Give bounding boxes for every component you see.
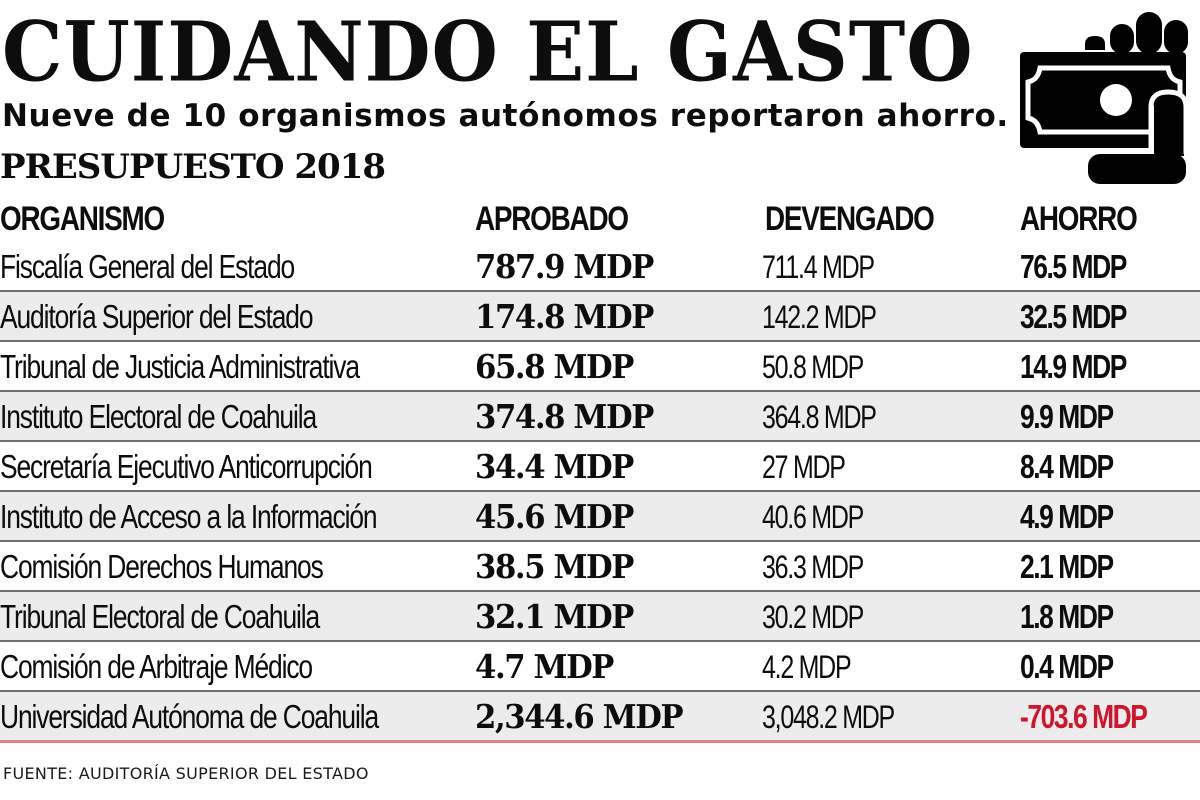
column-header-devengado: DEVENGADO [765,200,935,238]
organismo-name: Universidad Autónoma de Coahuila [0,698,379,735]
aprobado-value: 374.8 MDP [475,397,654,436]
column-header-organismo: ORGANISMO [0,200,165,238]
devengado-value: 50.8 MDP [762,349,864,385]
aprobado-value: 38.5 MDP [475,547,634,586]
column-header-ahorro: AHORRO [1020,200,1138,238]
table-row: Fiscalía General del Estado 787.9 MDP 71… [0,242,1200,292]
infographic-title: CUIDANDO EL GASTO [2,4,974,101]
ahorro-value: 9.9 MDP [1020,398,1114,435]
column-header-aprobado: APROBADO [475,200,629,238]
ahorro-value: 32.5 MDP [1020,298,1127,335]
table-row: Instituto de Acceso a la Información 45.… [0,492,1200,542]
table-row: Secretaría Ejecutivo Anticorrupción 34.4… [0,442,1200,492]
source-note: FUENTE: AUDITORÍA SUPERIOR DEL ESTADO [3,764,369,783]
devengado-value: 711.4 MDP [762,249,875,285]
organismo-name: Instituto Electoral de Coahuila [0,398,317,435]
aprobado-value: 32.1 MDP [475,597,634,636]
devengado-value: 142.2 MDP [762,299,877,335]
devengado-value: 4.2 MDP [762,649,852,685]
table-header-row: ORGANISMO APROBADO DEVENGADO AHORRO [0,196,1200,242]
table-row: Comisión Derechos Humanos 38.5 MDP 36.3 … [0,542,1200,592]
organismo-name: Fiscalía General del Estado [0,248,295,285]
ahorro-value: 0.4 MDP [1020,648,1114,685]
hand-holding-money-icon [1018,6,1189,187]
budget-table: ORGANISMO APROBADO DEVENGADO AHORRO Fisc… [0,196,1200,743]
ahorro-value: 1.8 MDP [1020,598,1114,635]
ahorro-value: 76.5 MDP [1020,248,1127,285]
organismo-name: Auditoría Superior del Estado [0,298,314,335]
section-label: PRESUPUESTO 2018 [0,147,386,187]
aprobado-value: 2,344.6 MDP [475,697,684,736]
organismo-name: Comisión de Arbitraje Médico [0,648,313,685]
aprobado-value: 4.7 MDP [475,647,614,686]
ahorro-value: 4.9 MDP [1020,498,1114,535]
table-row: Tribunal Electoral de Coahuila 32.1 MDP … [0,592,1200,642]
ahorro-value-negative: -703.6 MDP [1020,698,1148,735]
aprobado-value: 787.9 MDP [475,247,654,286]
organismo-name: Instituto de Acceso a la Información [0,498,378,535]
organismo-name: Tribunal de Justicia Administrativa [0,348,360,385]
devengado-value: 36.3 MDP [762,549,864,585]
devengado-value: 364.8 MDP [762,399,877,435]
table-row: Auditoría Superior del Estado 174.8 MDP … [0,292,1200,342]
table-row: Tribunal de Justicia Administrativa 65.8… [0,342,1200,392]
ahorro-value: 8.4 MDP [1020,448,1114,485]
organismo-name: Comisión Derechos Humanos [0,548,324,585]
organismo-name: Secretaría Ejecutivo Anticorrupción [0,448,373,485]
devengado-value: 3,048.2 MDP [762,699,895,735]
organismo-name: Tribunal Electoral de Coahuila [0,598,320,635]
table-row: Universidad Autónoma de Coahuila 2,344.6… [0,692,1200,743]
ahorro-value: 14.9 MDP [1020,348,1127,385]
devengado-value: 40.6 MDP [762,499,864,535]
devengado-value: 30.2 MDP [762,599,864,635]
infographic-subtitle: Nueve de 10 organismos autónomos reporta… [2,98,1009,134]
ahorro-value: 2.1 MDP [1020,548,1114,585]
aprobado-value: 65.8 MDP [475,347,634,386]
aprobado-value: 34.4 MDP [475,447,634,486]
aprobado-value: 45.6 MDP [475,497,634,536]
devengado-value: 27 MDP [762,449,846,485]
table-row: Instituto Electoral de Coahuila 374.8 MD… [0,392,1200,442]
aprobado-value: 174.8 MDP [475,297,654,336]
table-row: Comisión de Arbitraje Médico 4.7 MDP 4.2… [0,642,1200,692]
